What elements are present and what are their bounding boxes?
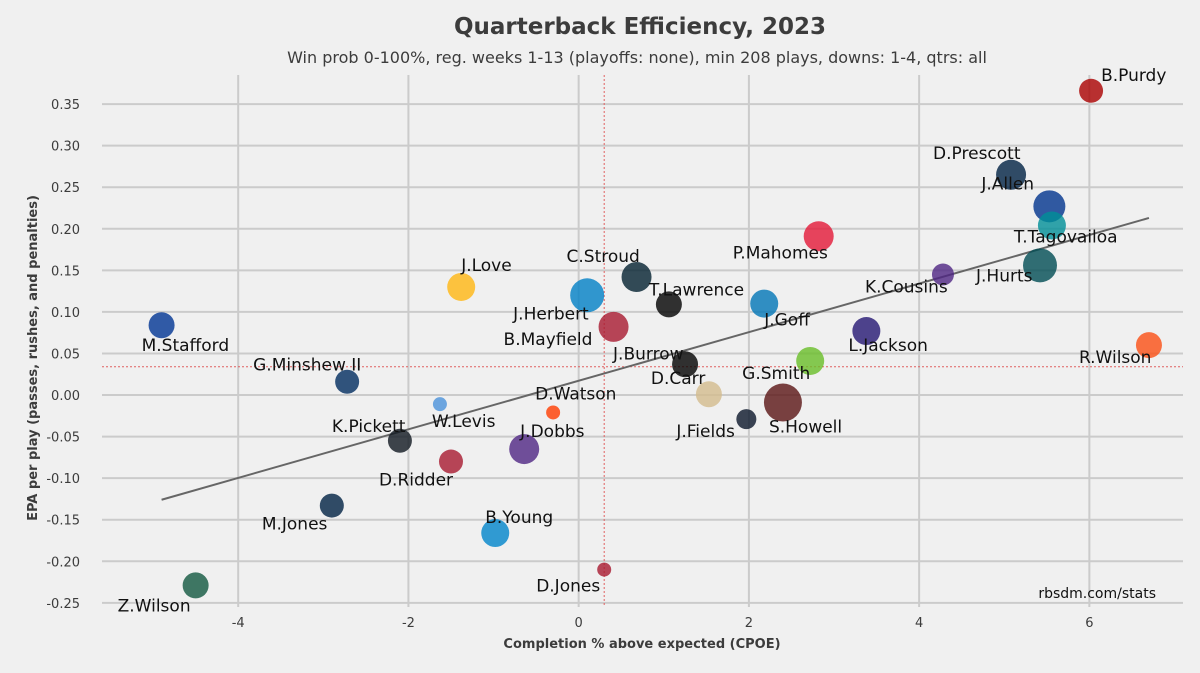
y-tick-label: -0.15 <box>46 514 80 529</box>
data-point <box>481 519 510 548</box>
data-point <box>796 346 825 375</box>
point-label: J.Herbert <box>512 304 589 324</box>
chart-title: Quarterback Efficiency, 2023 <box>454 14 826 40</box>
y-tick-label: 0.20 <box>51 223 80 238</box>
y-tick-label: 0.10 <box>51 306 80 321</box>
points-layer <box>148 78 1162 599</box>
data-point <box>447 272 476 301</box>
point-label: L.Jackson <box>848 336 928 356</box>
y-tick-label: 0.35 <box>51 98 80 113</box>
data-point <box>996 159 1027 190</box>
point-label: T.Lawrence <box>648 280 744 300</box>
data-point <box>438 449 463 474</box>
point-label: D.Watson <box>535 384 616 404</box>
y-tick-label: 0.30 <box>51 140 80 155</box>
point-label: G.Smith <box>742 364 810 384</box>
y-tick-label: 0.05 <box>51 347 80 362</box>
data-point <box>148 312 175 339</box>
data-point <box>1079 78 1104 103</box>
data-point <box>335 369 360 394</box>
point-labels-layer: B.Purdy D.Prescott J.Allen T.Tagovailoa J.Hu… <box>118 66 1167 617</box>
data-point <box>803 221 834 252</box>
point-label: B.Young <box>485 508 553 528</box>
y-tick-label: 0.00 <box>51 389 80 404</box>
x-tick-label: -4 <box>232 616 245 631</box>
y-tick-label: 0.25 <box>51 181 80 196</box>
point-label: K.Cousins <box>865 278 948 298</box>
data-point <box>182 572 209 599</box>
point-label: P.Mahomes <box>733 243 828 263</box>
point-label: B.Mayfield <box>504 330 593 350</box>
data-point <box>750 289 779 318</box>
x-tick-label: 2 <box>745 616 753 631</box>
data-point <box>736 409 757 430</box>
data-point <box>598 311 629 342</box>
point-label: J.Burrow <box>612 344 684 364</box>
data-point <box>509 434 540 465</box>
data-point <box>695 381 722 408</box>
point-label: J.Fields <box>675 422 735 442</box>
y-tick-label: -0.05 <box>46 431 80 446</box>
data-point <box>621 261 652 292</box>
data-point <box>319 493 344 518</box>
data-point <box>852 317 881 346</box>
point-label: T.Tagovailoa <box>1013 227 1118 247</box>
point-label: W.Levis <box>432 412 496 432</box>
data-point <box>387 428 412 453</box>
point-label: D.Carr <box>651 369 705 389</box>
data-point <box>432 397 447 412</box>
point-label: C.Stroud <box>567 247 640 267</box>
point-label: J.Goff <box>763 311 811 331</box>
x-axis-label: Completion % above expected (CPOE) <box>503 637 780 652</box>
x-tick-label: 4 <box>915 616 923 631</box>
data-point <box>1023 248 1058 283</box>
point-label: D.Ridder <box>379 471 453 491</box>
x-tick-label: 0 <box>575 616 583 631</box>
data-point <box>931 263 954 286</box>
y-axis-label: EPA per play (passes, rushes, and penalt… <box>26 195 41 521</box>
point-label: K.Pickett <box>332 417 406 437</box>
tick-labels-layer: -4 -2 0 2 4 6 0.35 0.30 0.25 0.20 0.15 0.10 0.05 0.00… <box>46 98 1093 631</box>
trendline-layer <box>161 217 1150 501</box>
point-label: G.Minshew II <box>253 356 361 376</box>
data-point <box>655 291 682 318</box>
data-point <box>1135 332 1162 359</box>
chart-subtitle: Win prob 0-100%, reg. weeks 1-13 (playof… <box>287 48 987 67</box>
data-point <box>1037 211 1066 240</box>
point-label: S.Howell <box>769 418 842 438</box>
data-point <box>570 278 605 313</box>
trendline <box>161 217 1150 501</box>
point-label: D.Jones <box>536 577 600 597</box>
y-tick-label: -0.10 <box>46 472 80 487</box>
point-label: J.Hurts <box>975 266 1033 286</box>
data-point <box>546 405 561 420</box>
point-label: D.Prescott <box>933 144 1021 164</box>
point-label: M.Stafford <box>142 336 230 356</box>
y-tick-label: -0.20 <box>46 555 80 570</box>
point-label: B.Purdy <box>1101 66 1166 86</box>
data-point <box>763 383 802 422</box>
data-point <box>672 351 699 378</box>
y-tick-label: -0.25 <box>46 597 80 612</box>
point-label: R.Wilson <box>1079 348 1152 368</box>
point-label: J.Love <box>460 256 512 276</box>
y-tick-label: 0.15 <box>51 264 80 279</box>
data-point <box>597 562 612 577</box>
mean-reference-lines <box>102 75 1183 607</box>
x-tick-label: 6 <box>1085 616 1093 631</box>
point-label: J.Dobbs <box>519 422 584 442</box>
point-label: Z.Wilson <box>118 596 191 616</box>
x-tick-label: -2 <box>402 616 415 631</box>
credit-text: rbsdm.com/stats <box>1038 586 1156 602</box>
point-label: J.Allen <box>980 174 1034 194</box>
point-label: M.Jones <box>262 515 328 535</box>
